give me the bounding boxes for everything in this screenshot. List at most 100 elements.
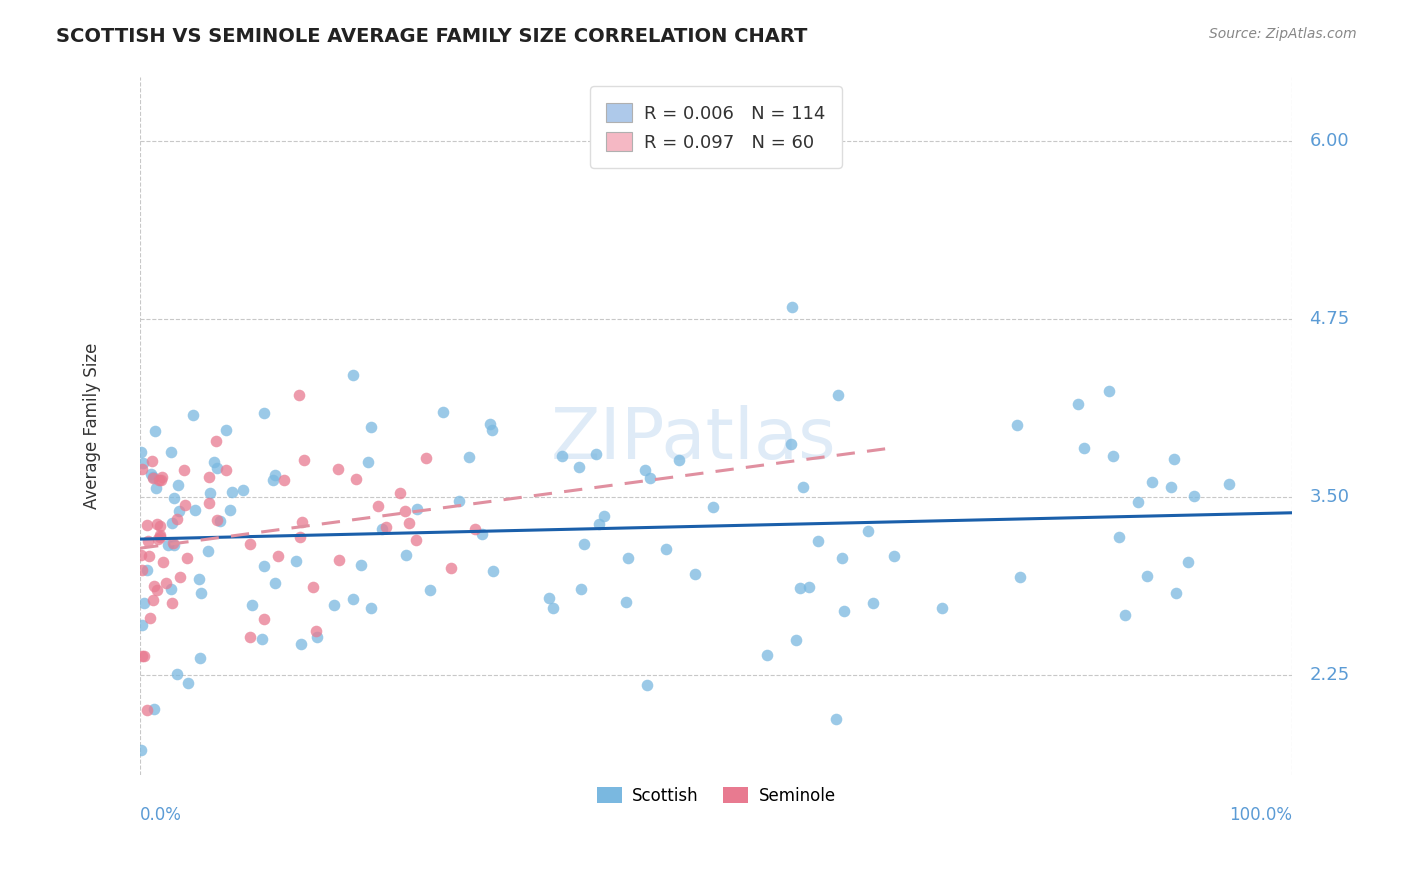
Point <box>263 468 285 483</box>
Point <box>862 596 884 610</box>
Point <box>1163 452 1185 467</box>
Point <box>215 463 238 477</box>
Point <box>253 611 276 625</box>
Point <box>1108 530 1130 544</box>
Point <box>375 520 398 534</box>
Point <box>825 712 848 726</box>
Point <box>240 598 263 612</box>
Point <box>668 453 690 467</box>
Point <box>1098 384 1121 398</box>
Point <box>1073 441 1095 455</box>
Point <box>155 576 177 591</box>
Point <box>1114 608 1136 623</box>
Point <box>131 462 153 476</box>
Point <box>198 496 221 510</box>
Text: SCOTTISH VS SEMINOLE AVERAGE FAMILY SIZE CORRELATION CHART: SCOTTISH VS SEMINOLE AVERAGE FAMILY SIZE… <box>56 27 807 45</box>
Text: 6.00: 6.00 <box>1309 133 1350 151</box>
Point <box>415 450 437 465</box>
Point <box>291 515 314 529</box>
Point <box>145 481 167 495</box>
Point <box>163 538 186 552</box>
Point <box>831 551 853 566</box>
Point <box>141 467 163 482</box>
Text: 2.25: 2.25 <box>1309 666 1350 684</box>
Text: 3.50: 3.50 <box>1309 488 1350 506</box>
Point <box>357 455 380 469</box>
Point <box>394 504 416 518</box>
Point <box>827 388 849 402</box>
Point <box>588 516 610 531</box>
Point <box>360 420 382 434</box>
Point <box>219 503 242 517</box>
Point <box>135 563 157 577</box>
Point <box>132 596 155 610</box>
Point <box>342 592 364 607</box>
Point <box>568 460 591 475</box>
Point <box>478 417 501 431</box>
Point <box>883 549 905 563</box>
Point <box>780 437 803 451</box>
Point <box>405 502 427 516</box>
Point <box>205 513 228 527</box>
Point <box>215 423 238 437</box>
Point <box>292 453 315 467</box>
Point <box>142 593 165 607</box>
Point <box>1101 450 1123 464</box>
Point <box>780 301 803 315</box>
Point <box>273 473 295 487</box>
Text: Source: ZipAtlas.com: Source: ZipAtlas.com <box>1209 27 1357 41</box>
Point <box>190 586 212 600</box>
Point <box>131 445 153 459</box>
Point <box>181 408 204 422</box>
Point <box>176 550 198 565</box>
Point <box>177 675 200 690</box>
Point <box>1177 555 1199 569</box>
Point <box>160 596 183 610</box>
Text: Average Family Size: Average Family Size <box>83 343 101 509</box>
Point <box>371 522 394 536</box>
Point <box>145 517 167 532</box>
Point <box>198 470 221 484</box>
Point <box>449 494 471 508</box>
Point <box>1126 495 1149 509</box>
Text: ZIPatlas: ZIPatlas <box>550 406 837 475</box>
Point <box>250 632 273 646</box>
Point <box>482 565 505 579</box>
Point <box>184 503 207 517</box>
Point <box>131 563 153 577</box>
Point <box>285 554 308 568</box>
Point <box>1005 417 1028 432</box>
Point <box>152 555 174 569</box>
Point <box>221 485 243 500</box>
Point <box>202 455 225 469</box>
Point <box>131 648 153 663</box>
Point <box>169 569 191 583</box>
Point <box>350 558 373 572</box>
Point <box>288 530 311 544</box>
Point <box>538 591 561 605</box>
Point <box>1218 477 1240 491</box>
Point <box>145 425 167 439</box>
Point <box>755 648 778 662</box>
Point <box>135 703 157 717</box>
Point <box>132 456 155 470</box>
Point <box>481 423 503 437</box>
Point <box>200 485 222 500</box>
Point <box>551 449 574 463</box>
Point <box>541 600 564 615</box>
Point <box>148 530 170 544</box>
Point <box>636 678 658 692</box>
Point <box>405 533 427 548</box>
Point <box>139 611 162 625</box>
Point <box>232 483 254 497</box>
Point <box>136 517 159 532</box>
Point <box>262 473 284 487</box>
Point <box>129 743 152 757</box>
Point <box>432 404 454 418</box>
Point <box>150 474 173 488</box>
Point <box>253 406 276 420</box>
Point <box>266 549 288 564</box>
Point <box>858 524 880 538</box>
Point <box>162 536 184 550</box>
Point <box>419 582 441 597</box>
